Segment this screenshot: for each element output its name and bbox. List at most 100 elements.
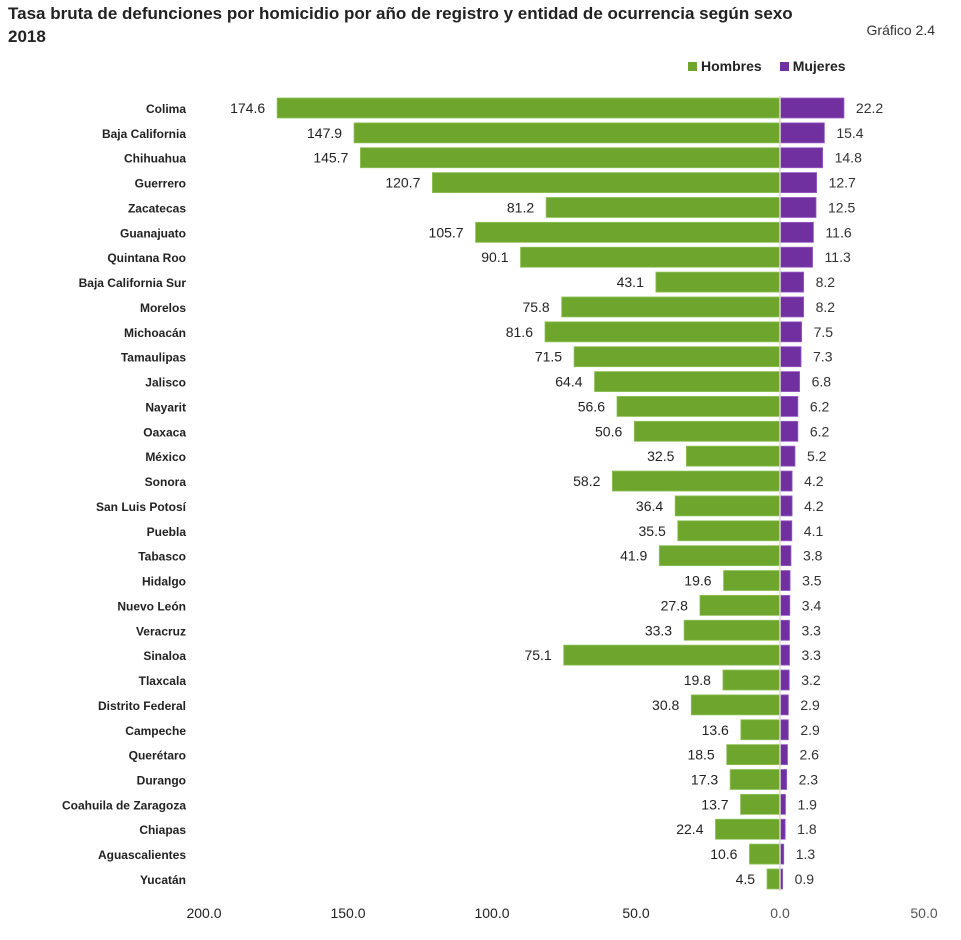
category-label: Guerrero <box>135 177 186 191</box>
data-label-hombres: 120.7 <box>385 175 420 191</box>
bar-hombres <box>633 420 781 442</box>
category-label: Michoacán <box>124 326 186 340</box>
category-label: Sinaloa <box>143 649 186 663</box>
data-label-hombres: 30.8 <box>652 697 679 713</box>
bar-hombres <box>740 793 781 815</box>
category-label: Veracruz <box>136 624 186 638</box>
category-label: Sonora <box>145 475 187 489</box>
data-label-hombres: 13.7 <box>701 796 728 812</box>
bar-hombres <box>561 296 781 318</box>
bar-mujeres <box>779 420 799 442</box>
data-label-hombres: 43.1 <box>617 274 644 290</box>
data-label-mujeres: 3.5 <box>802 573 822 589</box>
bar-hombres <box>729 769 781 790</box>
bar-mujeres <box>779 296 805 318</box>
category-label: Hidalgo <box>142 575 186 589</box>
data-label-mujeres: 3.8 <box>803 548 823 564</box>
data-label-hombres: 75.1 <box>524 647 551 663</box>
bar-hombres <box>674 495 781 517</box>
data-label-mujeres: 1.9 <box>797 796 817 812</box>
data-label-mujeres: 12.5 <box>828 199 855 215</box>
bar-mujeres <box>779 669 790 691</box>
bar-mujeres <box>779 321 803 343</box>
data-label-mujeres: 2.3 <box>799 771 819 787</box>
data-label-mujeres: 2.6 <box>799 747 819 763</box>
data-label-hombres: 81.2 <box>507 199 534 215</box>
data-label-mujeres: 0.9 <box>795 871 815 887</box>
bar-mujeres <box>779 346 802 368</box>
x-tick-label: 0.0 <box>770 905 790 921</box>
category-label: Nuevo León <box>117 599 186 613</box>
data-label-hombres: 18.5 <box>687 747 714 763</box>
data-label-hombres: 64.4 <box>555 374 582 390</box>
category-label: Colima <box>146 102 186 116</box>
data-label-mujeres: 3.4 <box>802 597 822 613</box>
data-label-mujeres: 14.8 <box>835 150 862 166</box>
bar-hombres <box>766 868 781 890</box>
bar-hombres <box>359 147 781 169</box>
bar-mujeres <box>779 371 800 392</box>
data-label-mujeres: 2.9 <box>800 697 820 713</box>
bar-mujeres <box>779 570 791 591</box>
category-label: Tlaxcala <box>139 674 187 688</box>
bar-hombres <box>545 197 781 218</box>
bar-hombres <box>544 321 781 343</box>
legend-label: Hombres <box>701 58 762 74</box>
data-label-mujeres: 22.2 <box>856 100 883 116</box>
bar-hombres <box>723 570 781 591</box>
data-label-hombres: 17.3 <box>691 771 718 787</box>
bar-hombres <box>740 719 781 741</box>
data-label-mujeres: 6.2 <box>810 423 830 439</box>
data-label-mujeres: 3.2 <box>801 672 821 688</box>
bar-hombres <box>611 470 781 492</box>
bar-hombres <box>726 744 781 766</box>
bar-hombres <box>699 595 781 616</box>
category-label: Quintana Roo <box>107 251 186 265</box>
data-label-mujeres: 1.8 <box>797 821 817 837</box>
bar-mujeres <box>779 769 788 790</box>
category-label: Querétaro <box>129 749 186 763</box>
data-label-mujeres: 4.2 <box>804 473 824 489</box>
bar-mujeres <box>779 719 789 741</box>
bar-mujeres <box>779 97 845 119</box>
data-label-mujeres: 11.3 <box>825 249 851 265</box>
data-label-hombres: 147.9 <box>307 125 342 141</box>
category-label: Nayarit <box>145 400 186 414</box>
bar-hombres <box>655 271 781 293</box>
x-tick-label: 50.0 <box>622 905 649 921</box>
data-label-hombres: 27.8 <box>661 597 688 613</box>
data-label-hombres: 71.5 <box>535 349 562 365</box>
data-label-hombres: 174.6 <box>230 100 265 116</box>
category-label: Tabasco <box>138 550 186 564</box>
data-label-mujeres: 3.3 <box>802 622 822 638</box>
bar-mujeres <box>779 793 786 815</box>
data-label-hombres: 13.6 <box>702 722 729 738</box>
data-label-hombres: 58.2 <box>573 473 600 489</box>
data-label-hombres: 105.7 <box>429 224 464 240</box>
category-label: San Luis Potosí <box>96 500 187 514</box>
category-label: Jalisco <box>145 376 186 390</box>
data-label-mujeres: 6.8 <box>812 374 832 390</box>
data-label-hombres: 33.3 <box>645 622 672 638</box>
category-label: Aguascalientes <box>98 848 186 862</box>
bar-mujeres <box>779 221 814 243</box>
data-label-mujeres: 6.2 <box>810 398 830 414</box>
bar-hombres <box>749 843 781 865</box>
bar-hombres <box>276 97 781 119</box>
bar-mujeres <box>779 545 792 567</box>
bar-hombres <box>690 694 781 716</box>
bar-hombres <box>616 396 781 417</box>
category-label: Tamaulipas <box>121 351 186 365</box>
bar-mujeres <box>779 619 790 641</box>
x-tick-label: 100.0 <box>474 905 509 921</box>
legend-label: Mujeres <box>792 58 846 74</box>
legend-swatch <box>779 62 789 71</box>
category-label: Yucatán <box>140 873 186 887</box>
category-label: Zacatecas <box>128 201 186 215</box>
bar-mujeres <box>779 470 793 492</box>
data-label-mujeres: 4.1 <box>804 523 824 539</box>
bar-mujeres <box>779 818 786 840</box>
legend-item-hombres: Hombres <box>688 58 762 74</box>
data-label-hombres: 41.9 <box>620 548 647 564</box>
